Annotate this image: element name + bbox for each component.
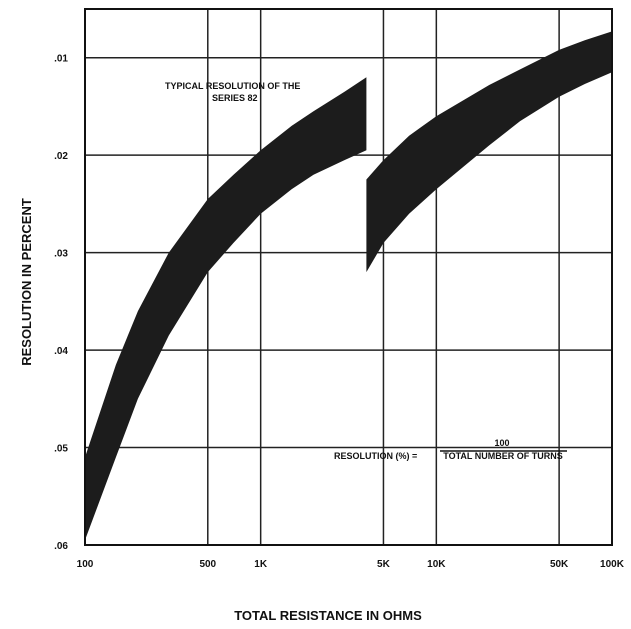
x-tick-label: 5K: [377, 559, 391, 570]
formula-denominator: TOTAL NUMBER OF TURNS: [443, 451, 563, 461]
x-axis-title: TOTAL RESISTANCE IN OHMS: [234, 608, 422, 623]
resolution-band: [85, 77, 367, 541]
x-tick-label: 500: [199, 559, 216, 570]
y-tick-label: .01: [54, 54, 68, 65]
resolution-band: [366, 31, 612, 273]
resolution-bands: [85, 31, 612, 541]
formula-prefix: RESOLUTION (%) =: [334, 451, 417, 461]
plot-frame: [84, 8, 613, 546]
y-tick-label: .03: [54, 249, 68, 260]
y-tick-label: .06: [54, 541, 68, 552]
x-tick-label: 50K: [550, 559, 569, 570]
y-tick-labels: .01 .02 .03 .04 .05 .06: [54, 54, 68, 552]
y-axis-title: RESOLUTION IN PERCENT: [19, 198, 34, 366]
x-tick-labels: 100 500 1K 5K 10K 50K 100K: [77, 559, 625, 570]
typical-resolution-label: TYPICAL RESOLUTION OF THE: [165, 81, 300, 91]
x-tick-label: 1K: [254, 559, 268, 570]
x-tick-label: 100K: [600, 559, 625, 570]
formula-numerator: 100: [494, 438, 509, 448]
series-label: SERIES 82: [212, 93, 258, 103]
y-tick-label: .02: [54, 151, 68, 162]
y-tick-label: .05: [54, 444, 68, 455]
x-tick-label: 100: [77, 559, 94, 570]
x-tick-label: 10K: [427, 559, 446, 570]
y-tick-label: .04: [54, 346, 68, 357]
